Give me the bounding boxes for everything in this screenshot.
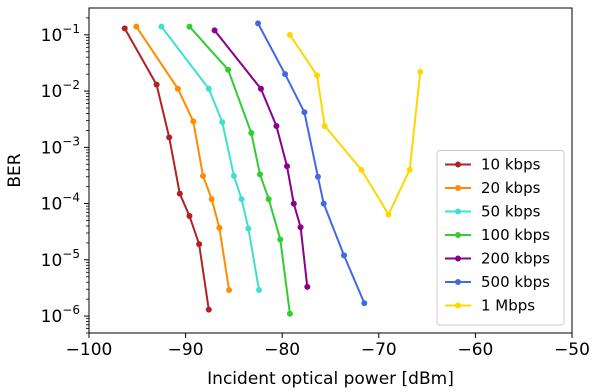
data-point — [256, 171, 263, 178]
y-axis: 10−6 10−5 10−4 10−3 10−2 10−1 — [41, 17, 89, 334]
data-point — [341, 252, 348, 259]
data-point — [205, 85, 212, 92]
data-point — [273, 122, 280, 129]
data-point — [230, 172, 237, 179]
series — [255, 20, 368, 307]
legend-swatch-marker — [455, 232, 461, 238]
data-point — [304, 283, 311, 290]
legend-swatch-marker — [455, 185, 461, 191]
legend-item: 1 Mbps — [445, 297, 535, 315]
series-layer — [121, 20, 424, 317]
data-point — [265, 196, 272, 203]
data-point — [301, 109, 308, 116]
x-axis: −100 −90 −80 −70 −60 −50 — [66, 333, 590, 360]
data-point — [282, 71, 289, 78]
data-point — [245, 225, 252, 232]
x-axis-title: Incident optical power [dBm] — [207, 369, 454, 389]
data-point — [196, 241, 203, 248]
legend-label: 500 kbps — [481, 273, 550, 291]
series — [186, 23, 293, 317]
x-tick-label: −80 — [264, 340, 300, 360]
series — [158, 23, 263, 294]
x-tick-label: −70 — [361, 340, 397, 360]
data-point — [256, 287, 263, 294]
data-point — [176, 190, 183, 197]
y-tick-label: 10−6 — [41, 303, 80, 327]
legend-label: 1 Mbps — [481, 297, 535, 315]
data-point — [226, 287, 233, 294]
legend-item: 20 kbps — [445, 179, 541, 197]
data-point — [248, 129, 255, 136]
data-point — [216, 224, 223, 231]
legend-item: 10 kbps — [445, 156, 541, 174]
y-tick-label: 10−1 — [41, 22, 80, 46]
data-point — [174, 85, 181, 92]
y-tick-label: 10−3 — [41, 134, 80, 158]
data-point — [208, 196, 215, 203]
series — [121, 25, 212, 313]
legend-item: 200 kbps — [445, 250, 550, 268]
data-point — [199, 172, 206, 179]
legend: 10 kbps 20 kbps 50 kbps 100 kbps 200 kbps 500… — [436, 150, 565, 326]
data-point — [166, 134, 173, 141]
data-point — [385, 211, 392, 218]
y-tick-label: 10−2 — [41, 78, 80, 102]
data-point — [186, 23, 193, 30]
data-point — [321, 122, 328, 129]
x-tick-label: −100 — [66, 340, 113, 360]
data-point — [314, 173, 321, 180]
data-point — [211, 27, 218, 34]
data-point — [290, 200, 297, 207]
y-tick-label: 10−5 — [41, 247, 80, 271]
data-point — [284, 163, 291, 170]
legend-item: 100 kbps — [445, 226, 550, 244]
data-point — [286, 31, 293, 38]
data-point — [297, 224, 304, 231]
legend-label: 10 kbps — [481, 156, 541, 174]
data-point — [257, 85, 264, 92]
data-point — [186, 213, 193, 220]
x-tick-label: −90 — [168, 340, 204, 360]
series — [286, 31, 424, 218]
y-axis-title: BER — [5, 153, 25, 187]
series — [133, 23, 233, 294]
data-point — [205, 306, 212, 313]
data-point — [238, 196, 245, 203]
data-point — [313, 72, 320, 79]
legend-label: 200 kbps — [481, 250, 550, 268]
data-point — [417, 68, 424, 75]
data-point — [158, 23, 165, 30]
series — [211, 27, 311, 290]
legend-swatch-marker — [455, 255, 461, 262]
legend-label: 100 kbps — [481, 226, 550, 244]
legend-swatch-marker — [455, 302, 461, 309]
data-point — [255, 20, 262, 27]
legend-item: 500 kbps — [445, 273, 550, 291]
y-tick-label: 10−4 — [41, 191, 80, 215]
data-point — [320, 200, 327, 207]
legend-label: 20 kbps — [481, 179, 541, 197]
legend-swatch-marker — [455, 208, 461, 215]
legend-label: 50 kbps — [481, 203, 541, 221]
data-point — [225, 66, 232, 73]
data-point — [286, 310, 293, 317]
x-tick-label: −50 — [554, 340, 590, 360]
data-point — [121, 25, 128, 32]
x-tick-label: −60 — [457, 340, 493, 360]
data-point — [219, 119, 226, 126]
legend-swatch-marker — [455, 161, 461, 168]
data-point — [153, 81, 160, 88]
legend-swatch-marker — [455, 279, 461, 285]
data-point — [277, 236, 284, 243]
data-point — [361, 300, 368, 307]
legend-item: 50 kbps — [445, 203, 541, 221]
data-point — [190, 118, 197, 125]
data-point — [406, 166, 413, 173]
data-point — [358, 166, 365, 173]
plot-frame — [88, 7, 573, 334]
data-point — [133, 23, 140, 30]
